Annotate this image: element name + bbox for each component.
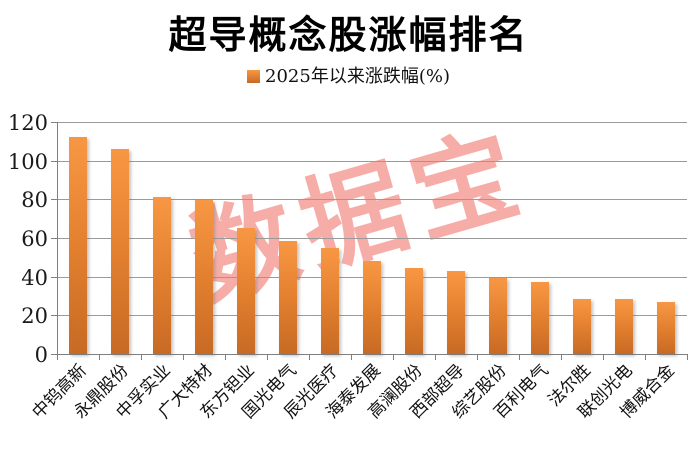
legend: 2025年以来涨跌幅(%) — [0, 62, 697, 88]
watermark: 数据宝 — [177, 109, 541, 322]
bar-法尔胜 — [573, 299, 591, 354]
x-tick-4 — [225, 354, 226, 360]
x-tick-1 — [99, 354, 100, 360]
y-tick-120 — [51, 122, 57, 123]
bar-联创光电 — [615, 299, 633, 354]
y-tick-40 — [51, 276, 57, 278]
bar-海泰发展 — [363, 261, 381, 354]
x-tick-12 — [561, 354, 562, 360]
bar-综艺股份 — [489, 277, 507, 354]
bar-博威合金 — [657, 302, 675, 354]
y-tick-60 — [51, 238, 57, 239]
bar-中钨高新 — [69, 137, 87, 354]
chart-title: 超导概念股涨幅排名 — [168, 12, 529, 57]
y-axis-label-80: 80 — [21, 188, 48, 213]
bar-辰光医疗 — [321, 247, 339, 354]
bar-高澜股份 — [405, 267, 423, 354]
y-tick-100 — [51, 160, 57, 162]
gridline-100 — [57, 160, 687, 162]
gridline-60 — [57, 238, 687, 239]
x-tick-14 — [645, 354, 646, 360]
y-tick-0 — [51, 354, 57, 355]
bar-西部超导 — [447, 270, 465, 354]
x-tick-15 — [687, 354, 688, 360]
x-tick-8 — [393, 354, 394, 360]
legend-label: 2025年以来涨跌幅(%) — [265, 66, 450, 87]
x-tick-3 — [183, 354, 184, 360]
x-tick-6 — [309, 354, 310, 360]
y-axis-label-60: 60 — [21, 227, 48, 251]
y-axis-label-40: 40 — [21, 265, 48, 290]
x-tick-11 — [519, 354, 520, 360]
x-tick-7 — [351, 354, 352, 360]
x-tick-2 — [141, 354, 142, 360]
y-tick-80 — [51, 199, 57, 201]
legend-swatch-icon — [247, 69, 261, 83]
bar-国光电气 — [279, 240, 297, 354]
bar-百利电气 — [531, 282, 549, 354]
y-axis-line — [57, 122, 58, 354]
x-tick-5 — [267, 354, 268, 360]
bar-中孚实业 — [153, 197, 171, 354]
y-axis-label-120: 120 — [7, 111, 48, 135]
y-tick-20 — [51, 315, 57, 317]
bar-广大特材 — [195, 200, 213, 354]
y-axis-label-0: 0 — [34, 343, 48, 367]
x-tick-13 — [603, 354, 604, 360]
x-tick-9 — [435, 354, 436, 360]
y-axis-label-20: 20 — [21, 304, 48, 329]
x-tick-0 — [57, 354, 58, 360]
bar-永鼎股份 — [111, 149, 129, 354]
x-tick-10 — [477, 354, 478, 360]
bar-东方钽业 — [237, 228, 255, 354]
x-axis-line — [57, 354, 688, 355]
y-axis-label-100: 100 — [7, 149, 48, 174]
gridline-120 — [57, 122, 687, 123]
gridline-80 — [57, 199, 687, 201]
